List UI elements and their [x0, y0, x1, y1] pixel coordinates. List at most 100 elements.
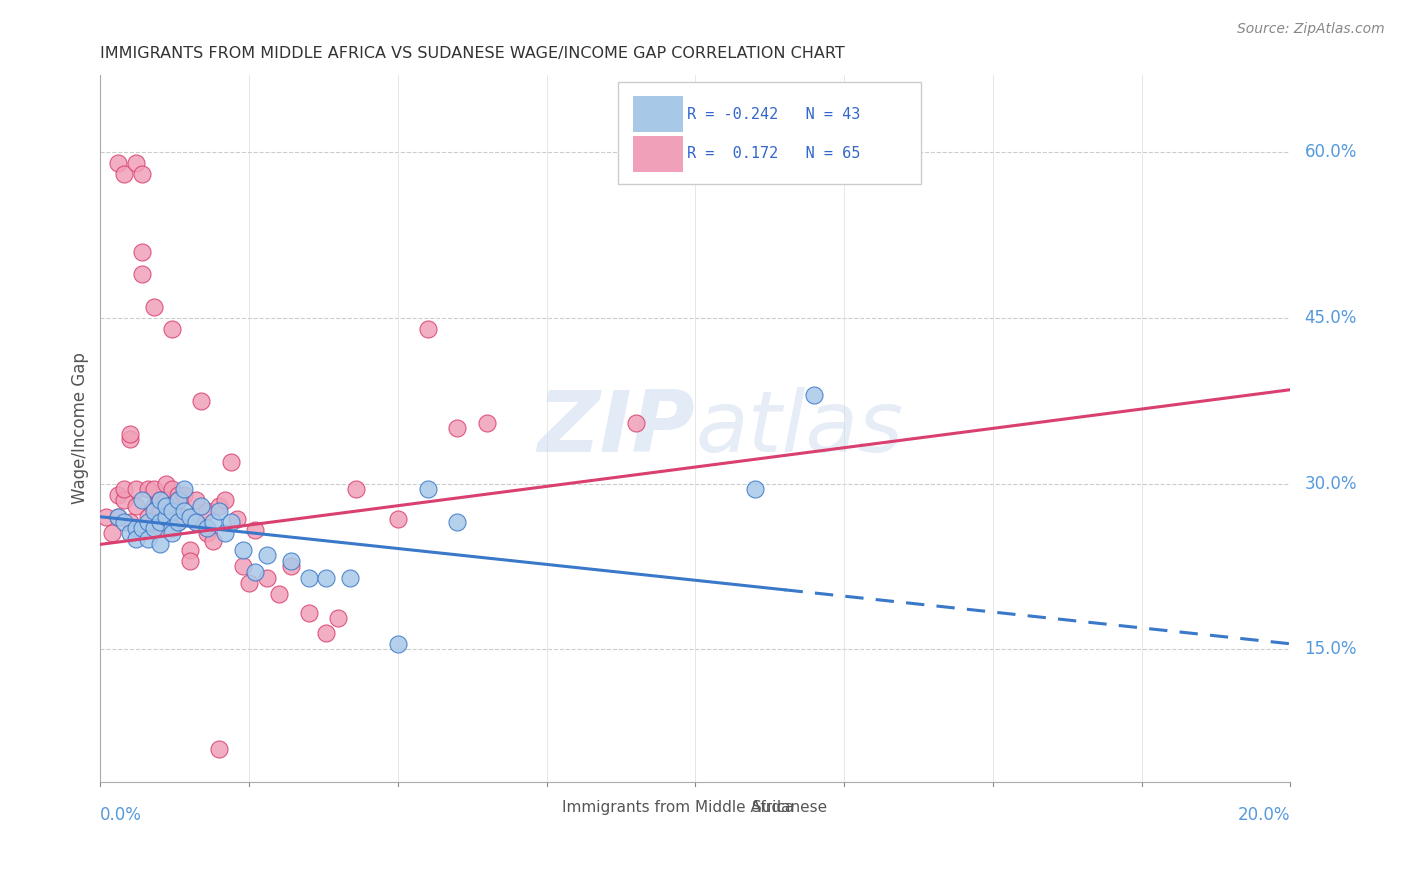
- Point: [155, 509, 177, 524]
- Point: [149, 493, 172, 508]
- Point: [208, 499, 231, 513]
- Point: [160, 482, 183, 496]
- Point: [142, 521, 165, 535]
- Point: [155, 499, 177, 513]
- Point: [179, 554, 201, 568]
- Point: [149, 516, 172, 530]
- Text: Sudanese: Sudanese: [752, 800, 828, 814]
- Point: [232, 542, 254, 557]
- Point: [238, 576, 260, 591]
- Point: [136, 532, 159, 546]
- Point: [149, 504, 172, 518]
- Point: [219, 516, 242, 530]
- Point: [96, 509, 118, 524]
- Point: [328, 611, 350, 625]
- Point: [120, 526, 142, 541]
- Point: [197, 526, 219, 541]
- Point: [184, 516, 207, 530]
- Point: [101, 526, 124, 541]
- Point: [142, 499, 165, 513]
- Point: [339, 570, 361, 584]
- Text: IMMIGRANTS FROM MIDDLE AFRICA VS SUDANESE WAGE/INCOME GAP CORRELATION CHART: IMMIGRANTS FROM MIDDLE AFRICA VS SUDANES…: [100, 46, 845, 62]
- Point: [214, 526, 236, 541]
- Point: [125, 499, 148, 513]
- Point: [160, 504, 183, 518]
- Point: [136, 509, 159, 524]
- Text: Immigrants from Middle Africa: Immigrants from Middle Africa: [562, 800, 794, 814]
- FancyBboxPatch shape: [526, 798, 558, 818]
- Point: [142, 482, 165, 496]
- Point: [173, 488, 195, 502]
- Point: [149, 493, 172, 508]
- Point: [214, 493, 236, 508]
- Point: [416, 322, 439, 336]
- Point: [297, 606, 319, 620]
- Text: ZIP: ZIP: [537, 387, 696, 470]
- FancyBboxPatch shape: [634, 96, 683, 132]
- Point: [160, 526, 183, 541]
- Point: [315, 625, 337, 640]
- Point: [387, 512, 409, 526]
- Point: [112, 493, 135, 508]
- Point: [197, 521, 219, 535]
- Point: [131, 244, 153, 259]
- Point: [142, 516, 165, 530]
- Point: [226, 512, 249, 526]
- Y-axis label: Wage/Income Gap: Wage/Income Gap: [72, 352, 89, 504]
- Point: [179, 509, 201, 524]
- Point: [315, 570, 337, 584]
- Point: [155, 476, 177, 491]
- Text: 30.0%: 30.0%: [1305, 475, 1357, 492]
- Point: [131, 167, 153, 181]
- Point: [184, 516, 207, 530]
- Point: [149, 521, 172, 535]
- Point: [624, 416, 647, 430]
- Point: [112, 167, 135, 181]
- Point: [232, 559, 254, 574]
- Point: [160, 499, 183, 513]
- Point: [107, 156, 129, 170]
- Point: [208, 504, 231, 518]
- Point: [166, 493, 188, 508]
- Point: [160, 322, 183, 336]
- Point: [190, 499, 212, 513]
- Point: [166, 488, 188, 502]
- Point: [120, 426, 142, 441]
- Point: [475, 416, 498, 430]
- Point: [280, 559, 302, 574]
- FancyBboxPatch shape: [634, 136, 683, 172]
- Point: [136, 482, 159, 496]
- Point: [208, 741, 231, 756]
- Text: 20.0%: 20.0%: [1237, 806, 1291, 824]
- Point: [155, 493, 177, 508]
- Point: [202, 516, 225, 530]
- Text: R =  0.172   N = 65: R = 0.172 N = 65: [688, 145, 860, 161]
- Point: [173, 504, 195, 518]
- Point: [166, 493, 188, 508]
- Point: [179, 542, 201, 557]
- Point: [197, 504, 219, 518]
- Point: [120, 516, 142, 530]
- Point: [387, 637, 409, 651]
- Text: 45.0%: 45.0%: [1305, 309, 1357, 326]
- Point: [125, 521, 148, 535]
- Text: R = -0.242   N = 43: R = -0.242 N = 43: [688, 107, 860, 121]
- Text: 0.0%: 0.0%: [100, 806, 142, 824]
- Point: [190, 393, 212, 408]
- Point: [142, 300, 165, 314]
- Point: [243, 523, 266, 537]
- Point: [131, 493, 153, 508]
- Point: [149, 537, 172, 551]
- Point: [173, 509, 195, 524]
- Point: [280, 554, 302, 568]
- Point: [160, 521, 183, 535]
- Text: 60.0%: 60.0%: [1305, 144, 1357, 161]
- Point: [120, 433, 142, 447]
- Text: Source: ZipAtlas.com: Source: ZipAtlas.com: [1237, 22, 1385, 37]
- Point: [267, 587, 290, 601]
- Point: [173, 482, 195, 496]
- Point: [416, 482, 439, 496]
- Point: [166, 516, 188, 530]
- Point: [803, 388, 825, 402]
- Point: [243, 565, 266, 579]
